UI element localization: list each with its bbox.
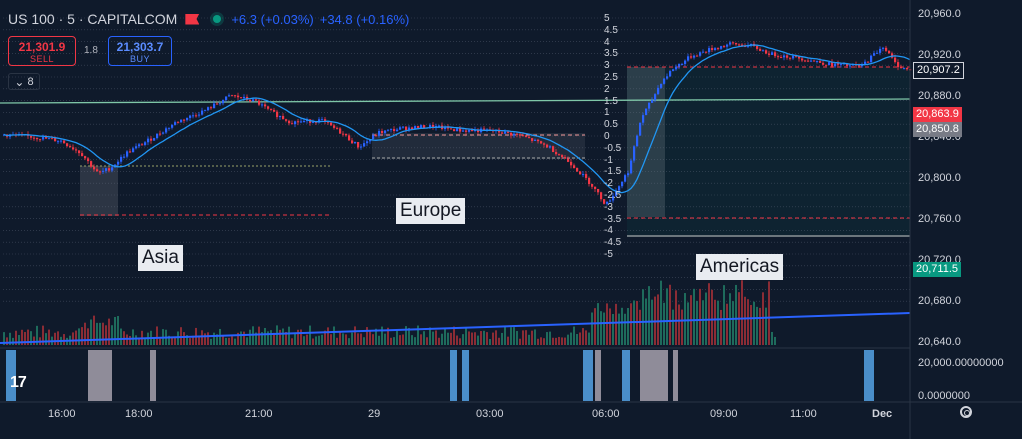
oscillator-tick: -3.5 <box>604 213 622 225</box>
oscillator-tick: 5 <box>604 13 610 24</box>
sell-label: SELL <box>29 54 55 64</box>
lower-indicator-bar <box>595 350 601 401</box>
price-tick: 20,680.0 <box>918 295 961 307</box>
long-ma-line <box>0 98 911 104</box>
time-tick: 09:00 <box>710 408 738 420</box>
oscillator-tick: -4.5 <box>604 237 622 249</box>
oscillator-tick: 1 <box>604 107 610 119</box>
time-tick: 03:00 <box>476 408 504 420</box>
lower-indicator-bar <box>450 350 457 401</box>
lower-indicator-bar <box>673 350 678 401</box>
tradingview-logo[interactable]: 17 <box>10 374 27 391</box>
current-price-badge: 20,907.2 <box>913 62 964 79</box>
lower-axis-top: 20,000.00000000 <box>918 357 1004 369</box>
buy-label: BUY <box>129 54 150 64</box>
volume-trend-line <box>0 312 911 344</box>
price-tick: 20,920.0 <box>918 49 961 61</box>
oscillator-tick: 0 <box>604 131 610 142</box>
indicators-toggle[interactable]: ⌄ 8 <box>8 73 40 90</box>
price-badge-gray: 20,850.8 <box>913 122 962 137</box>
oscillator-tick: -1.5 <box>604 166 622 178</box>
sell-price: 21,301.9 <box>18 40 66 54</box>
price-tick: 20,800.0 <box>918 172 961 184</box>
price-tick: 20,760.0 <box>918 213 961 225</box>
oscillator-tick: 3 <box>604 60 610 72</box>
oscillator-tick: 4.5 <box>604 24 618 36</box>
indicator-count: 8 <box>27 75 34 88</box>
lower-indicator-bar <box>622 350 630 401</box>
time-tick: Dec <box>872 408 893 420</box>
buy-price: 21,303.7 <box>116 40 164 54</box>
oscillator-tick: 2.5 <box>604 72 618 83</box>
oscillator-tick: 3.5 <box>604 48 618 60</box>
oscillator-tick: -2.5 <box>604 190 622 201</box>
flag-icon[interactable] <box>185 13 200 25</box>
change-absolute: +6.3 (+0.03%) <box>231 11 314 27</box>
chevron-down-icon: ⌄ <box>14 74 25 89</box>
symbol-title[interactable]: US 100 · 5 · CAPITALCOM <box>8 11 178 27</box>
spread-value: 1.8 <box>84 45 98 56</box>
oscillator-tick: -1 <box>604 154 613 166</box>
lower-indicator-bar <box>583 350 593 401</box>
time-tick: 16:00 <box>48 408 76 420</box>
sell-button[interactable]: 21,301.9 SELL <box>8 36 76 66</box>
oscillator-tick: -5 <box>604 249 613 260</box>
price-badge-green: 20,711.5 <box>913 262 962 277</box>
lower-axis-bottom: 0.0000000 <box>918 390 970 402</box>
europe-range-box <box>372 133 585 159</box>
oscillator-tick: -2 <box>604 178 613 190</box>
lower-indicator-bar <box>6 350 16 401</box>
lower-indicator-bar <box>462 350 469 401</box>
oscillator-tick: -3 <box>604 201 613 213</box>
oscillator-tick: 1.5 <box>604 95 618 107</box>
settings-gear-icon[interactable] <box>960 406 972 418</box>
session-label-europe: Europe <box>396 198 466 224</box>
time-tick: 06:00 <box>592 408 620 420</box>
lower-indicator-bar <box>640 350 668 401</box>
price-tick: 20,960.0 <box>918 8 961 20</box>
oscillator-tick: -0.5 <box>604 142 622 154</box>
buy-button[interactable]: 21,303.7 BUY <box>108 36 172 66</box>
time-tick: 18:00 <box>125 408 153 420</box>
lower-indicator-bar <box>864 350 874 401</box>
price-tick: 20,880.0 <box>918 90 961 102</box>
market-status-icon <box>213 15 222 23</box>
session-label-americas: Americas <box>696 254 784 280</box>
change-extended: +34.8 (+0.16%) <box>319 11 410 27</box>
session-label-asia: Asia <box>138 245 183 271</box>
symbol-header: US 100 · 5 · CAPITALCOM +6.3 (+0.03%) +3… <box>0 8 409 30</box>
americas-zone <box>627 67 910 237</box>
asia-range-box <box>80 166 118 216</box>
oscillator-tick: -4 <box>604 225 613 237</box>
oscillator-tick: 2 <box>604 83 610 95</box>
lower-indicator-bar <box>150 350 156 401</box>
oscillator-tick: 4 <box>604 36 610 48</box>
oscillator-tick: 0.5 <box>604 119 618 131</box>
time-tick: 11:00 <box>790 408 817 420</box>
volume-bars <box>3 280 776 345</box>
lower-indicator-bar <box>88 350 112 401</box>
price-badge-red: 20,863.9 <box>913 107 962 122</box>
time-tick: 21:00 <box>245 408 273 420</box>
moving-average-line <box>3 44 911 194</box>
time-tick: 29 <box>368 408 381 420</box>
price-tick: 20,640.0 <box>918 336 961 348</box>
